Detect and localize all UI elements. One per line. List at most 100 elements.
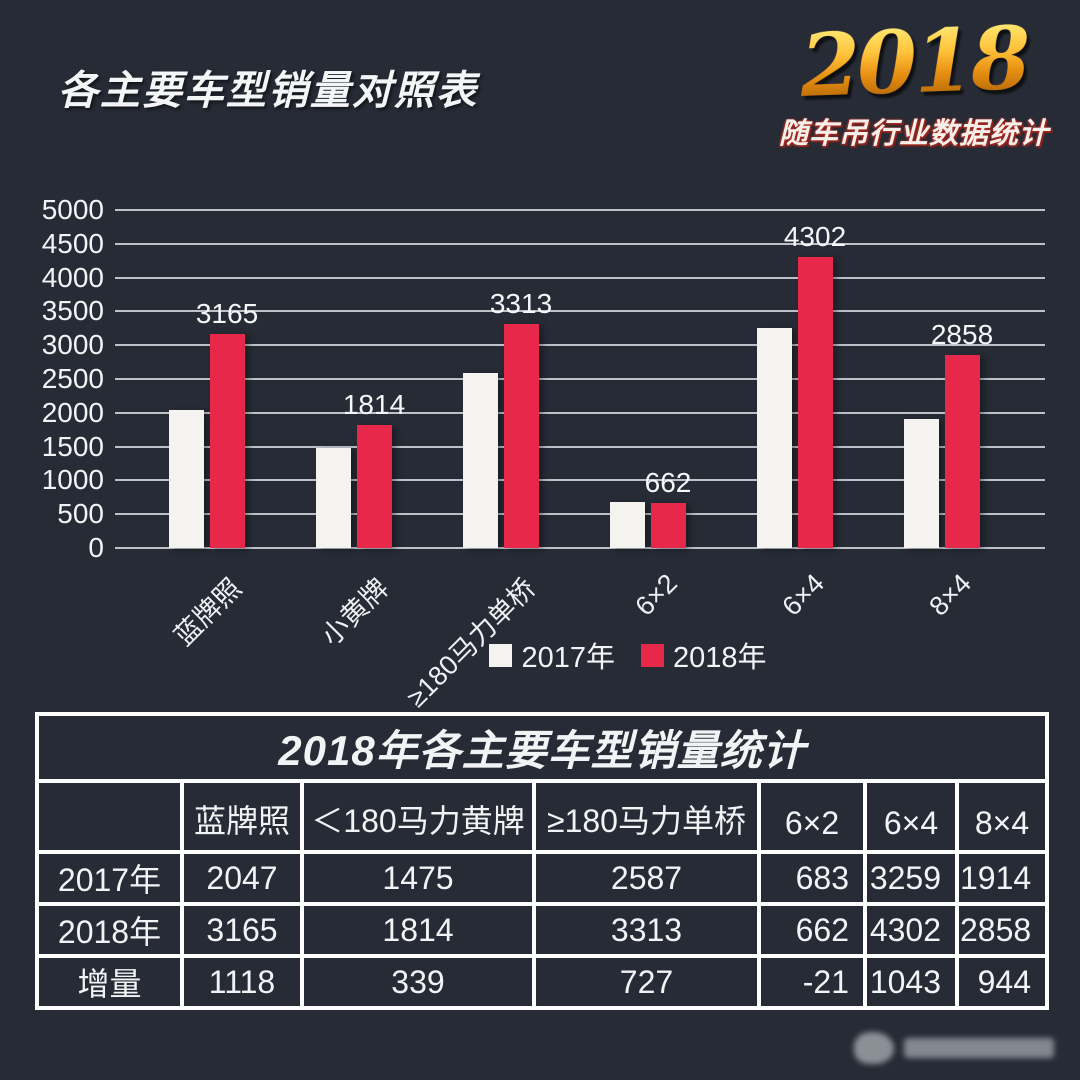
- gridline: [115, 378, 1045, 380]
- table-cell: -21: [757, 954, 867, 1010]
- table-title-row: 2018年各主要车型销量统计: [34, 712, 1050, 783]
- legend-item-2017年: 2017年: [489, 634, 615, 676]
- row-label: 增量: [35, 954, 184, 1010]
- logo-2018-text: 2018: [763, 8, 1066, 117]
- table-cell: 3165: [180, 902, 304, 958]
- legend-swatch: [489, 643, 513, 667]
- gridline: [115, 344, 1045, 347]
- gridline: [115, 411, 1045, 414]
- y-tick-label: 2500: [41, 363, 104, 394]
- column-header-＜180马力黄牌: ＜180马力黄牌: [300, 779, 536, 854]
- gridline: [115, 547, 1045, 549]
- table-cell: 1475: [300, 850, 536, 906]
- table-row-2017年: 2017年 2047 1475 2587 683 3259 1914: [35, 850, 1050, 906]
- bar-group-6×4: 4302: [721, 210, 868, 548]
- table-cell: 1118: [180, 954, 304, 1010]
- bar-group-6×2: 662: [574, 210, 721, 548]
- table-cell: 1043: [863, 954, 959, 1010]
- bar-value-label: 1814: [342, 389, 406, 421]
- y-tick-label: 4000: [41, 261, 104, 293]
- gridline: [115, 242, 1045, 245]
- bar-groups: 3165 1814 3313 662 4302 2858: [133, 210, 1015, 548]
- x-axis-label-6×4: 6×4: [776, 568, 830, 622]
- gridline: [115, 479, 1045, 482]
- table-cell: 1914: [954, 850, 1050, 906]
- bar-chart-plot: 3165 1814 3313 662 4302 2858: [115, 209, 1045, 549]
- logo-subtitle: 随车吊行业数据统计: [778, 118, 1049, 150]
- bar-group-小黄牌: 1814: [280, 210, 427, 548]
- table-cell: 3259: [863, 850, 959, 906]
- column-header-empty: [35, 779, 184, 854]
- gridline: [115, 513, 1045, 516]
- page-title: 各主要车型销量对照表: [58, 69, 478, 113]
- x-axis-label-8×4: 8×4: [923, 568, 977, 622]
- legend-item-2018年: 2018年: [641, 634, 767, 676]
- bar-value-label: 3165: [195, 298, 259, 330]
- gridline: [115, 445, 1045, 448]
- bar-2018年-蓝牌照: 3165: [196, 298, 258, 548]
- bar-value-label: 4302: [783, 221, 847, 253]
- column-header-蓝牌照: 蓝牌照: [180, 779, 304, 854]
- y-tick-label: 500: [57, 498, 104, 530]
- bar-2017年-8×4: [903, 418, 939, 548]
- column-header-≥180马力单桥: ≥180马力单桥: [532, 779, 761, 854]
- bar-2018年-8×4: 2858: [931, 319, 993, 548]
- column-header-6×4: 6×4: [863, 779, 959, 854]
- bar-value-label: 2858: [930, 318, 994, 350]
- watermark-text: [904, 1038, 1054, 1058]
- bar-2017年-6×4: [756, 327, 792, 548]
- bar-2017年-6×2: [609, 501, 645, 548]
- y-tick-label: 0: [88, 532, 104, 563]
- bar-group-蓝牌照: 3165: [133, 210, 280, 548]
- bar-2017年-蓝牌照: [168, 409, 204, 548]
- gridline: [115, 209, 1045, 211]
- table-cell: 2858: [954, 902, 1050, 958]
- x-axis-labels: 蓝牌照 小黄牌 ≥180马力单桥 6×2 6×4 8×4: [133, 568, 1015, 713]
- legend-label: 2018年: [673, 642, 767, 674]
- row-label: 2018年: [35, 902, 184, 958]
- year-logo: 2018 随车吊行业数据统计: [764, 8, 1064, 152]
- y-tick-label: 5000: [41, 194, 104, 225]
- table-cell: 4302: [863, 902, 959, 958]
- y-tick-label: 2000: [41, 396, 104, 428]
- table-cell: 3313: [532, 902, 761, 958]
- bar-2018年-≥180马力单桥: 3313: [490, 288, 552, 548]
- bar-2018年-6×4: 4302: [784, 221, 846, 548]
- y-tick-label: 1500: [41, 430, 104, 462]
- bar-value-label: 3313: [489, 288, 553, 320]
- bar-group-≥180马力单桥: 3313: [427, 210, 574, 548]
- column-header-6×2: 6×2: [757, 779, 867, 854]
- legend-swatch: [641, 643, 664, 667]
- bar-group-8×4: 2858: [868, 210, 1015, 548]
- row-label: 2017年: [35, 850, 184, 906]
- table-cell: 683: [757, 850, 867, 906]
- legend-label: 2017年: [521, 642, 615, 674]
- table-cell: 2587: [532, 850, 761, 906]
- y-tick-label: 1000: [41, 464, 104, 496]
- watermark-logo: [854, 1032, 1054, 1064]
- bar-value-label: 662: [644, 467, 692, 499]
- y-axis-ticks: 0 500 1000 1500 2000 2500 3000 3500 4000 4500 5000: [30, 194, 104, 563]
- chart-legend: 2017年 2018年: [88, 634, 1080, 676]
- bar-2017年-小黄牌: [315, 448, 351, 548]
- bar-2018年-小黄牌: 1814: [343, 389, 405, 548]
- table-cell: 727: [532, 954, 761, 1010]
- table-cell: 944: [954, 954, 1050, 1010]
- y-tick-label: 4500: [41, 227, 104, 259]
- y-tick-label: 3000: [41, 329, 104, 361]
- table-title: 2018年各主要车型销量统计: [34, 712, 1050, 783]
- table-cell: 2047: [180, 850, 304, 906]
- y-tick-label: 3500: [41, 295, 104, 327]
- table-header-row: 蓝牌照 ＜180马力黄牌 ≥180马力单桥 6×2 6×4 8×4: [35, 779, 1050, 854]
- bar-2018年-6×2: 662: [645, 467, 691, 548]
- gridline: [115, 276, 1045, 279]
- bar-2017年-≥180马力单桥: [462, 373, 498, 548]
- sales-table: 2018年各主要车型销量统计 蓝牌照 ＜180马力黄牌 ≥180马力单桥 6×2 6×4…: [34, 712, 1050, 1010]
- column-header-8×4: 8×4: [954, 779, 1050, 854]
- table-cell: 1814: [300, 902, 536, 958]
- table-cell: 339: [300, 954, 536, 1010]
- x-axis-label-6×2: 6×2: [629, 568, 683, 622]
- table-row-增量: 增量 1118 339 727 -21 1043 944: [35, 954, 1050, 1010]
- table-cell: 662: [757, 902, 867, 958]
